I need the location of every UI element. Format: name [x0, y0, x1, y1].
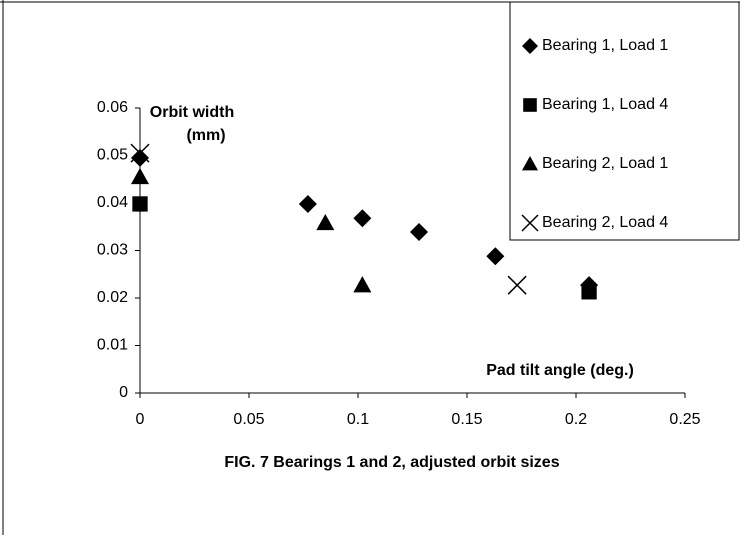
y-tick-label: 0 — [119, 384, 128, 401]
x-tick-label: 0.2 — [565, 411, 587, 428]
x-tick-label: 0 — [136, 411, 145, 428]
marker-diamond — [486, 247, 505, 266]
marker-diamond — [353, 209, 372, 228]
marker-triangle — [316, 213, 335, 231]
y-tick-label: 0.06 — [97, 99, 128, 116]
y-tick-label: 0.02 — [97, 289, 128, 306]
marker-x — [130, 143, 150, 163]
y-axis-label: (mm) — [186, 127, 225, 144]
marker-triangle — [131, 167, 149, 185]
y-tick-label: 0.03 — [97, 242, 128, 259]
x-tick-label: 0.15 — [451, 411, 482, 428]
marker-triangle — [522, 156, 538, 171]
marker-triangle — [353, 276, 372, 293]
x-tick-label: 0.25 — [669, 411, 700, 428]
marker-diamond — [298, 194, 317, 213]
marker-x — [507, 275, 527, 295]
x-tick-label: 0.05 — [233, 411, 264, 428]
y-tick-label: 0.01 — [97, 337, 128, 354]
marker-square — [132, 196, 148, 212]
x-tick-label: 0.1 — [347, 411, 369, 428]
legend-label: Bearing 2, Load 4 — [542, 214, 668, 231]
chart-title: FIG. 7 Bearings 1 and 2, adjusted orbit … — [224, 454, 559, 471]
y-tick-label: 0.05 — [97, 147, 128, 164]
marker-x — [521, 214, 539, 232]
marker-square — [523, 98, 537, 112]
legend-label: Bearing 1, Load 4 — [542, 96, 668, 113]
marker-diamond — [410, 222, 429, 241]
marker-diamond — [522, 38, 538, 54]
marker-diamond — [131, 148, 149, 167]
legend-label: Bearing 1, Load 1 — [542, 37, 668, 54]
legend-label: Bearing 2, Load 1 — [542, 155, 668, 172]
y-axis-label: Orbit width — [150, 104, 234, 121]
x-axis-label: Pad tilt angle (deg.) — [486, 362, 634, 379]
y-tick-label: 0.04 — [97, 194, 128, 211]
marker-square — [581, 284, 597, 300]
legend-box — [509, 1, 740, 241]
